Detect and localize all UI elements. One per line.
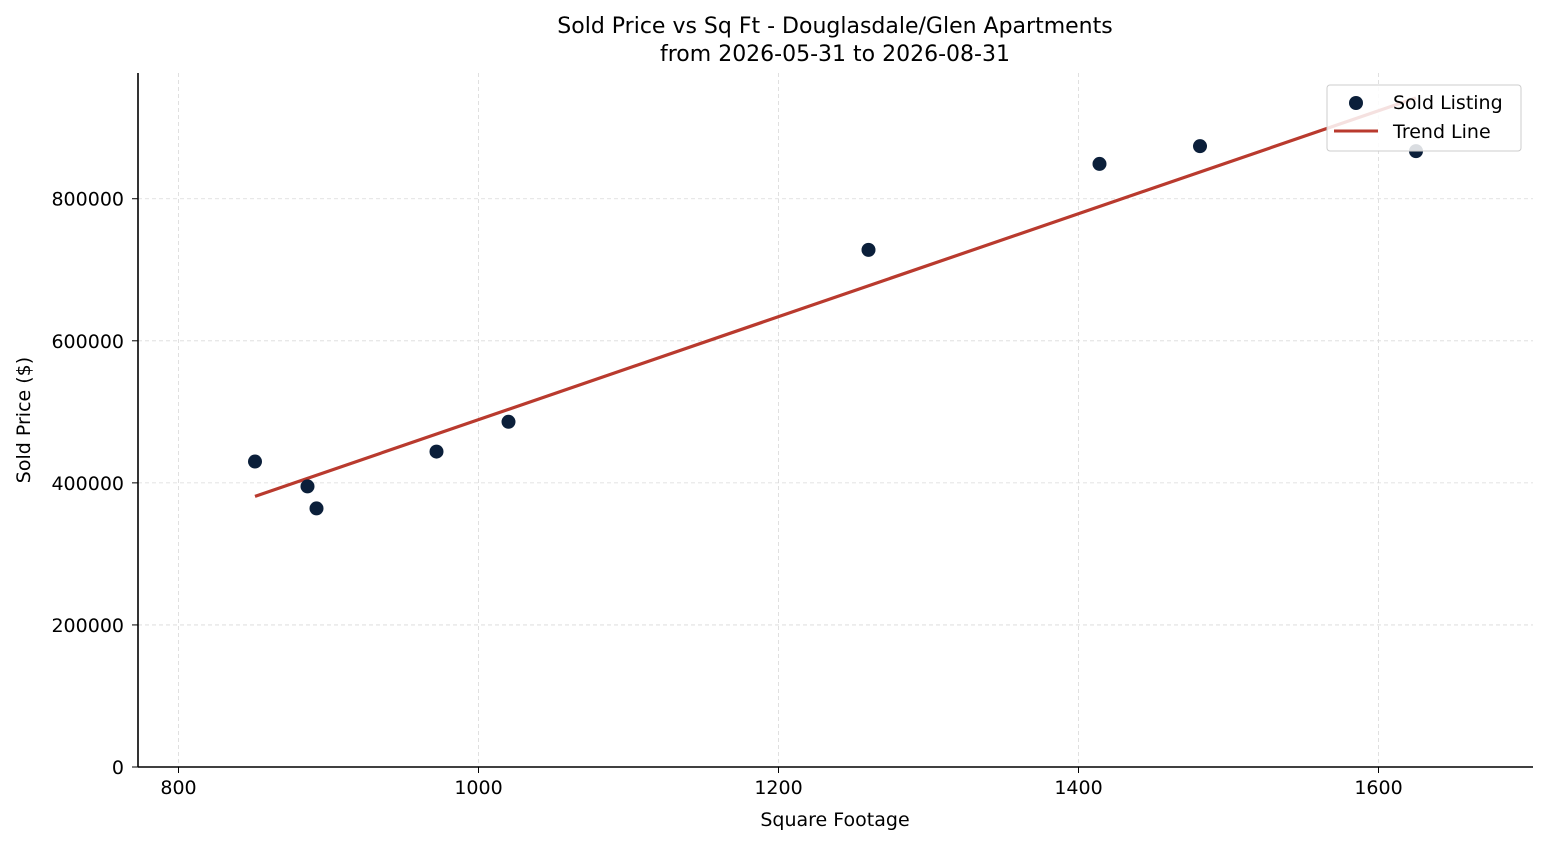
scatter-point: [248, 454, 262, 469]
scatter-point: [300, 479, 315, 494]
x-tick-label: 800: [160, 777, 196, 799]
y-tick-label: 200000: [51, 615, 124, 637]
legend: Sold Listing Trend Line: [1326, 84, 1522, 152]
scatter-point: [1193, 139, 1207, 154]
x-tick-label: 1000: [454, 777, 502, 799]
legend-label-trend-line: Trend Line: [1392, 121, 1491, 143]
legend-box: [1326, 84, 1522, 152]
y-tick-label: 800000: [51, 189, 124, 211]
scatter-point: [1092, 156, 1107, 171]
y-tick-label: 600000: [51, 331, 124, 353]
chart-subtitle: from 2026-05-31 to 2026-08-31: [660, 42, 1010, 67]
y-tick-label: 400000: [51, 473, 124, 495]
scatter-points: [248, 139, 1423, 516]
scatter-point: [861, 242, 876, 257]
scatter-point: [429, 444, 444, 459]
y-axis-label: Sold Price ($): [13, 357, 35, 483]
legend-marker-sold-listing: [1349, 96, 1363, 110]
y-tick-label: 0: [112, 757, 124, 779]
scatter-point: [309, 501, 324, 516]
axes: [132, 73, 1533, 773]
x-tick-label: 1200: [754, 777, 802, 799]
scatter-point: [501, 414, 516, 429]
x-axis-label: Square Footage: [760, 809, 909, 831]
legend-label-sold-listing: Sold Listing: [1393, 92, 1503, 114]
x-tick-label: 1600: [1354, 777, 1402, 799]
x-tick-label: 1400: [1054, 777, 1102, 799]
grid-lines: [138, 73, 1533, 767]
trend-line-segment: [254, 96, 1417, 498]
chart-title: Sold Price vs Sq Ft - Douglasdale/Glen A…: [557, 14, 1112, 39]
tick-labels: 800 1000 1200 1400 1600 0 200000 400000 600000 80…: [51, 189, 1402, 799]
trend-line: [254, 96, 1417, 498]
